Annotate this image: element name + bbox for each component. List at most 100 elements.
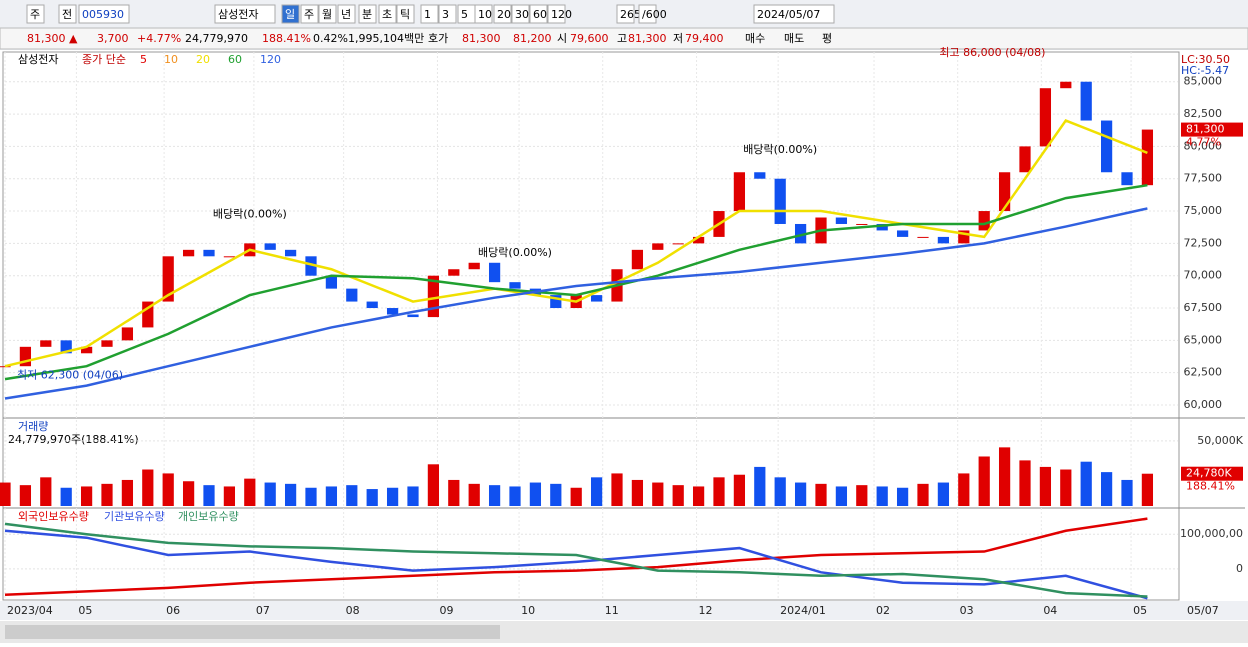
tool-button[interactable] xyxy=(529,4,548,24)
candle xyxy=(1100,120,1113,173)
tool-button[interactable] xyxy=(281,4,300,24)
quote-field: 81,300 xyxy=(462,32,501,45)
volume-bar xyxy=(142,469,154,506)
volume-bar xyxy=(570,487,582,506)
legend-item: 개인보유수량 xyxy=(178,510,239,523)
y-tick-label: 85,000 xyxy=(1184,75,1223,88)
y-tick-label: 65,000 xyxy=(1184,333,1223,346)
legend-item: 120 xyxy=(260,53,281,66)
tool-button[interactable] xyxy=(547,4,566,24)
legend-item: 5 xyxy=(140,53,147,66)
tool-button[interactable] xyxy=(78,4,130,24)
candle xyxy=(488,262,501,283)
volume-bar xyxy=(937,482,950,506)
candle xyxy=(631,249,644,270)
volume-bar xyxy=(754,466,766,506)
volume-bar xyxy=(896,487,909,506)
tool-button[interactable] xyxy=(474,4,493,24)
candle xyxy=(835,217,848,224)
candle xyxy=(386,308,399,315)
tool-button[interactable] xyxy=(616,4,635,24)
candle xyxy=(121,327,134,341)
volume-bar xyxy=(652,482,664,506)
volume-bar xyxy=(509,486,521,506)
legend-item: 기관보유수량 xyxy=(104,510,165,523)
tool-label: 월 xyxy=(322,8,332,21)
candle xyxy=(182,249,195,257)
candle xyxy=(468,262,480,270)
y-tick-label: 67,500 xyxy=(1184,301,1223,314)
volume-bar xyxy=(488,485,501,506)
scrollbar[interactable] xyxy=(5,625,500,639)
candle xyxy=(40,340,52,347)
candle xyxy=(162,256,174,302)
x-tick-label: 2023/04 xyxy=(7,604,53,617)
quote-field: 3,700 xyxy=(97,32,129,45)
quote-field: 24,779,970 xyxy=(185,32,248,45)
volume-bar xyxy=(815,483,827,506)
x-tick-label: 2024/01 xyxy=(780,604,826,617)
candle xyxy=(754,172,766,179)
tool-label: 1 xyxy=(424,8,431,21)
x-end-label: 05/07 xyxy=(1187,604,1219,617)
x-tick-label: 05 xyxy=(78,604,92,617)
tool-button[interactable] xyxy=(26,4,45,24)
candle xyxy=(346,288,358,302)
tool-button[interactable] xyxy=(420,4,439,24)
annotation: 최저 62,300 (04/06) xyxy=(17,368,123,381)
tool-button[interactable] xyxy=(214,4,276,24)
tool-button[interactable] xyxy=(493,4,512,24)
volume-bar xyxy=(325,486,338,506)
volume-bar xyxy=(672,485,684,506)
volume-bar xyxy=(305,487,317,506)
tool-button[interactable] xyxy=(300,4,319,24)
quote-field: 1,995,104백만 xyxy=(348,32,424,45)
volume-bar xyxy=(590,477,603,506)
tool-label: 120 xyxy=(551,8,572,21)
volume-bar xyxy=(1121,479,1133,506)
tool-label: 주 xyxy=(304,8,314,21)
tool-button[interactable] xyxy=(638,4,657,24)
legend-title: 종가 단순 xyxy=(82,53,126,66)
tool-button[interactable] xyxy=(511,4,530,24)
quote-field: 81,300 xyxy=(628,32,667,45)
volume-bar xyxy=(162,473,174,506)
tool-button[interactable] xyxy=(396,4,415,24)
volume-bar xyxy=(182,481,195,506)
tool-button[interactable] xyxy=(358,4,377,24)
quote-field: 81,300 ▲ xyxy=(27,32,78,45)
volume-bar xyxy=(1060,469,1072,506)
tool-button[interactable] xyxy=(318,4,337,24)
last-volume: 24,780K xyxy=(1186,467,1232,480)
y-tick-label: 100,000,00 xyxy=(1180,527,1243,540)
volume-bar xyxy=(958,473,970,506)
volume-bar xyxy=(835,486,848,506)
x-tick-label: 10 xyxy=(521,604,535,617)
candle xyxy=(937,236,950,244)
candle xyxy=(1019,146,1031,173)
tool-label: 2024/05/07 xyxy=(757,8,820,21)
volume-bar xyxy=(346,485,358,506)
tool-button[interactable] xyxy=(337,4,356,24)
quote-field: 79,400 xyxy=(685,32,724,45)
tool-label: 10 xyxy=(478,8,492,21)
volume-bar xyxy=(284,483,297,506)
volume-bar xyxy=(917,483,929,506)
volume-bar xyxy=(692,486,705,506)
quote-field: 0.42% xyxy=(313,32,348,45)
tool-label: 년 xyxy=(341,8,351,21)
volume-bar xyxy=(550,483,562,506)
y-tick-label: 80,000 xyxy=(1184,139,1223,152)
tool-button[interactable] xyxy=(438,4,457,24)
y-tick-label: 50,000K xyxy=(1197,434,1243,447)
tool-button[interactable] xyxy=(378,4,397,24)
legend-item: 외국인보유수량 xyxy=(18,510,89,523)
candle xyxy=(223,256,236,258)
tool-button[interactable] xyxy=(58,4,77,24)
panel-title: 거래량 xyxy=(18,420,48,433)
quote-field: 79,600 xyxy=(570,32,609,45)
tool-button[interactable] xyxy=(753,4,835,24)
series-line xyxy=(4,529,1148,600)
x-tick-label: 08 xyxy=(346,604,360,617)
last-price-box xyxy=(1181,122,1243,137)
